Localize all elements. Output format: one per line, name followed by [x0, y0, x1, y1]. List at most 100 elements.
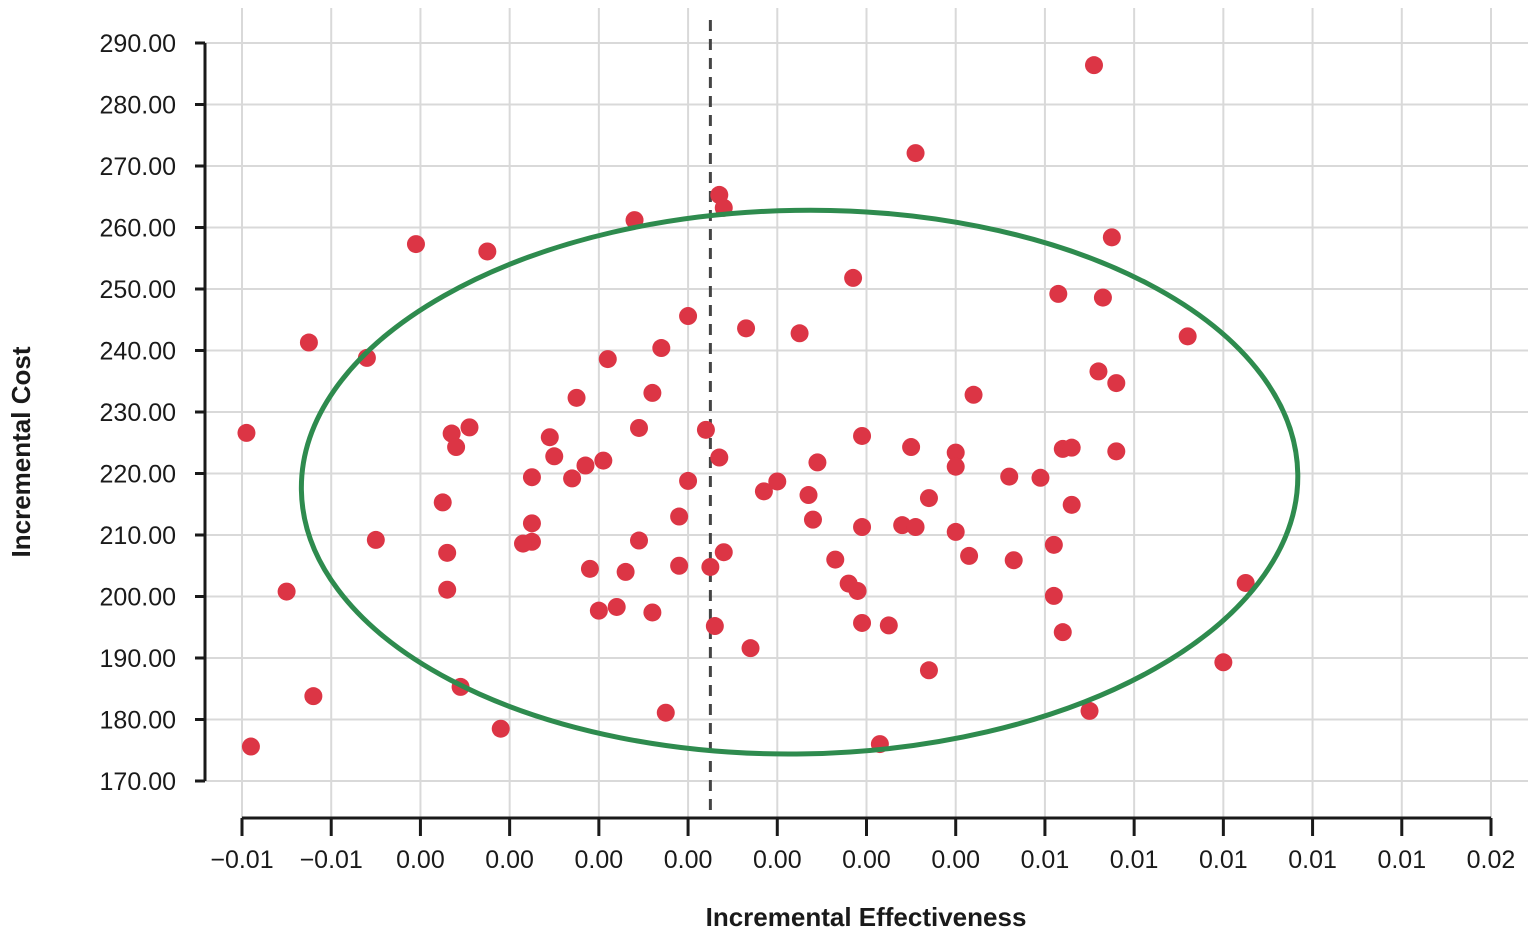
data-point — [803, 510, 822, 529]
data-point — [844, 268, 863, 287]
y-tick-labels: 170.00 180.00 190.00 200.00 210.00 220.00 230.… — [100, 30, 176, 796]
data-point — [879, 616, 898, 635]
x-tick-label: 0.01 — [1199, 846, 1248, 874]
data-point — [679, 471, 698, 490]
data-point — [1084, 56, 1103, 75]
data-point — [964, 385, 983, 404]
data-point — [594, 451, 613, 470]
data-point — [946, 522, 965, 541]
data-points — [237, 56, 1255, 756]
data-point — [1031, 468, 1050, 487]
data-point — [1044, 586, 1063, 605]
y-tick-label: 200.00 — [100, 584, 176, 612]
x-tick-label: −0.01 — [300, 846, 363, 874]
y-tick-label: 270.00 — [100, 153, 176, 181]
y-tick-label: 170.00 — [100, 768, 176, 796]
data-point — [826, 550, 845, 569]
data-point — [919, 489, 938, 508]
data-point — [1107, 442, 1126, 461]
data-point — [299, 333, 318, 352]
data-point — [545, 447, 564, 466]
data-point — [714, 543, 733, 562]
data-point — [1044, 535, 1063, 554]
data-point — [656, 703, 675, 722]
data-point — [607, 597, 626, 616]
data-point — [540, 428, 559, 447]
x-axis-title: Incremental Effectiveness — [706, 902, 1027, 932]
data-point — [1053, 623, 1072, 642]
data-point — [442, 424, 461, 443]
data-point — [906, 518, 925, 537]
data-point — [589, 601, 608, 620]
x-tick-label: 0.01 — [1110, 846, 1159, 874]
data-point — [1062, 438, 1081, 457]
data-point — [1004, 551, 1023, 570]
data-point — [643, 383, 662, 402]
data-point — [438, 580, 457, 599]
data-point — [1102, 228, 1121, 247]
data-point — [754, 482, 773, 501]
data-point — [696, 420, 715, 439]
data-point — [701, 557, 720, 576]
data-point — [491, 719, 510, 738]
data-point — [460, 418, 479, 437]
x-tick-label: 0.02 — [1467, 846, 1516, 874]
y-tick-label: 220.00 — [100, 461, 176, 489]
data-point — [1236, 573, 1255, 592]
data-point — [616, 562, 635, 581]
data-point — [522, 514, 541, 533]
x-tick-label: 0.01 — [1021, 846, 1070, 874]
data-point — [853, 426, 872, 445]
data-point — [366, 530, 385, 549]
data-point — [522, 468, 541, 487]
y-tick-label: 230.00 — [100, 399, 176, 427]
data-point — [960, 546, 979, 565]
data-point — [946, 443, 965, 462]
y-tick-label: 280.00 — [100, 92, 176, 120]
x-tick-label: 0.00 — [485, 846, 534, 874]
data-point — [643, 603, 662, 622]
data-point — [598, 350, 617, 369]
data-point — [237, 423, 256, 442]
y-axis-title: Incremental Cost — [6, 346, 36, 557]
x-tick-label: 0.00 — [396, 846, 445, 874]
data-point — [808, 453, 827, 472]
x-tick-label: 0.00 — [575, 846, 624, 874]
data-point — [447, 438, 466, 457]
data-point — [478, 242, 497, 261]
x-tick-label: 0.00 — [664, 846, 713, 874]
data-point — [406, 235, 425, 254]
data-point — [433, 493, 452, 512]
x-tick-label: −0.01 — [210, 846, 273, 874]
data-point — [741, 639, 760, 658]
data-point — [705, 617, 724, 636]
data-point — [277, 582, 296, 601]
y-tick-label: 210.00 — [100, 522, 176, 550]
x-tick-label: 0.00 — [931, 846, 980, 874]
x-tick-labels: −0.01 −0.01 0.00 0.00 0.00 0.00 0.00 0.00 0.00 0.… — [210, 846, 1515, 874]
data-point — [438, 543, 457, 562]
data-point — [906, 144, 925, 163]
data-point — [670, 556, 689, 575]
data-point — [919, 661, 938, 680]
y-tick-label: 260.00 — [100, 215, 176, 243]
data-point — [1000, 467, 1019, 486]
y-tick-label: 250.00 — [100, 276, 176, 304]
data-point — [1080, 701, 1099, 720]
data-point — [630, 531, 649, 550]
data-point — [902, 438, 921, 457]
data-point — [652, 339, 671, 358]
data-point — [1178, 327, 1197, 346]
data-point — [853, 613, 872, 632]
data-point — [799, 486, 818, 505]
data-point — [737, 319, 756, 338]
data-point — [1062, 495, 1081, 514]
data-point — [567, 388, 586, 407]
data-point — [630, 418, 649, 437]
y-tick-label: 190.00 — [100, 645, 176, 673]
data-point — [241, 737, 260, 756]
y-tick-label: 180.00 — [100, 707, 176, 735]
data-point — [1107, 374, 1126, 393]
data-point — [1049, 284, 1068, 303]
